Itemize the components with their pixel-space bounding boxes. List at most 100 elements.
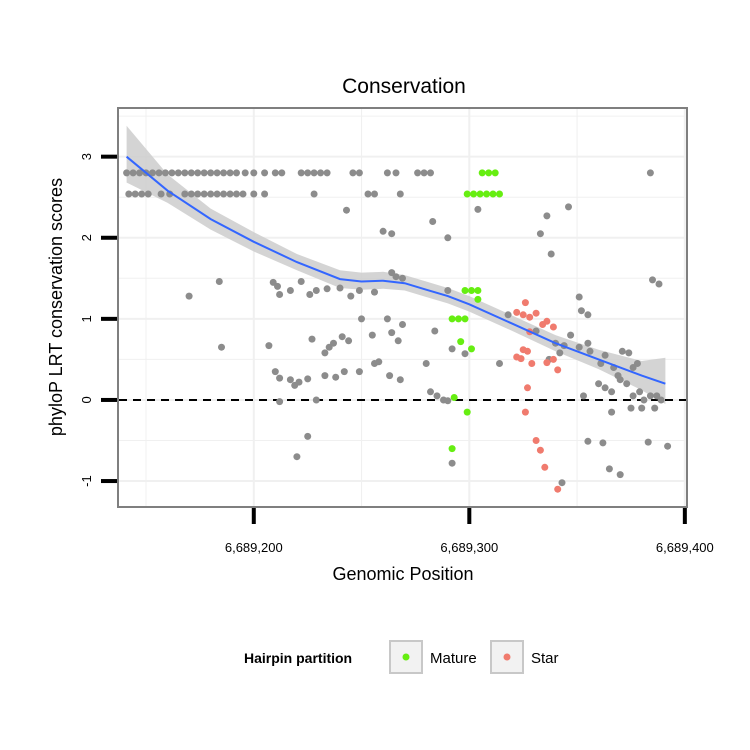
point-other [271, 169, 279, 177]
point-star [526, 313, 534, 321]
point-star [517, 355, 525, 363]
point-other [575, 293, 583, 301]
point-other [657, 396, 665, 404]
point-other [187, 190, 195, 198]
x-tick-label: 6,689,200 [225, 540, 283, 555]
point-other [461, 350, 469, 358]
point-other [136, 169, 144, 177]
point-star [541, 463, 549, 471]
point-other [383, 169, 391, 177]
point-other [207, 169, 215, 177]
point-other [321, 372, 329, 380]
y-tick-label: 2 [79, 234, 94, 241]
legend-key-mature [389, 640, 423, 674]
point-other [347, 292, 355, 300]
point-star [519, 346, 527, 354]
point-mature [461, 315, 469, 323]
y-tick-label: 0 [79, 396, 94, 403]
point-other [215, 278, 223, 285]
point-other [633, 360, 641, 367]
point-star [521, 299, 529, 307]
point-other [125, 190, 133, 198]
point-other [584, 339, 592, 347]
point-other [149, 169, 156, 177]
point-other [627, 404, 635, 412]
point-other [396, 376, 404, 384]
point-other [371, 190, 378, 198]
point-other [444, 287, 452, 294]
point-other [340, 368, 348, 376]
point-other [330, 339, 337, 347]
legend-label-mature: Mature [430, 650, 477, 667]
smooth-line [125, 155, 666, 385]
legend: Hairpin partition Mature Star [244, 640, 559, 674]
point-other [414, 169, 422, 177]
point-star [543, 317, 551, 325]
point-other [304, 375, 312, 383]
point-other [304, 432, 312, 440]
point-other [608, 388, 616, 396]
smooth-curve [125, 155, 666, 385]
point-mature [461, 287, 469, 294]
point-other [239, 190, 247, 198]
point-other [181, 169, 189, 177]
point-other [547, 250, 555, 258]
point-other [601, 384, 609, 392]
point-other [185, 292, 193, 300]
x-tick-label: 6,689,400 [656, 540, 714, 555]
point-other [194, 190, 202, 198]
y-tick-label: 3 [79, 153, 94, 160]
point-other [364, 190, 372, 198]
x-axis-title: Genomic Position [332, 564, 473, 584]
point-other [567, 331, 575, 339]
point-other [338, 333, 346, 341]
point-mature [478, 169, 486, 177]
point-other [608, 408, 616, 416]
point-mature [457, 338, 465, 346]
data-points [123, 169, 672, 493]
point-other [504, 311, 512, 319]
point-other [226, 190, 234, 198]
point-other [200, 169, 208, 177]
point-star [521, 408, 529, 416]
point-other [640, 396, 648, 404]
point-mature [489, 190, 497, 198]
point-other [599, 439, 607, 447]
x-tick-label: 6,689,300 [440, 540, 498, 555]
point-other [636, 388, 644, 396]
point-mature [476, 190, 484, 198]
point-other [241, 169, 249, 177]
point-other [543, 212, 551, 220]
point-other [388, 329, 396, 337]
point-other [577, 307, 585, 315]
point-mature [448, 445, 456, 453]
point-other [323, 285, 331, 293]
point-other [646, 169, 654, 177]
point-other [194, 169, 202, 177]
point-other [616, 376, 624, 384]
point-other [383, 315, 391, 323]
point-other [226, 169, 234, 177]
axes: 6,689,200 6,689,300 6,689,400 -1 0 1 2 3 [79, 153, 714, 555]
point-other [250, 190, 258, 198]
y-tick-label: -1 [79, 475, 94, 487]
point-mature [483, 190, 491, 198]
point-other [276, 398, 284, 406]
point-star [528, 360, 536, 367]
point-other [429, 218, 437, 225]
point-star [554, 485, 562, 493]
point-mature [474, 295, 482, 303]
point-other [388, 230, 396, 238]
legend-title: Hairpin partition [244, 650, 352, 666]
point-other [308, 335, 316, 343]
point-other [605, 465, 613, 473]
point-other [558, 479, 566, 487]
point-other [312, 287, 320, 294]
point-other [371, 288, 378, 296]
point-other [392, 273, 400, 281]
point-other [220, 190, 228, 198]
point-star [532, 309, 540, 317]
point-other [220, 169, 228, 177]
point-other [584, 437, 592, 445]
